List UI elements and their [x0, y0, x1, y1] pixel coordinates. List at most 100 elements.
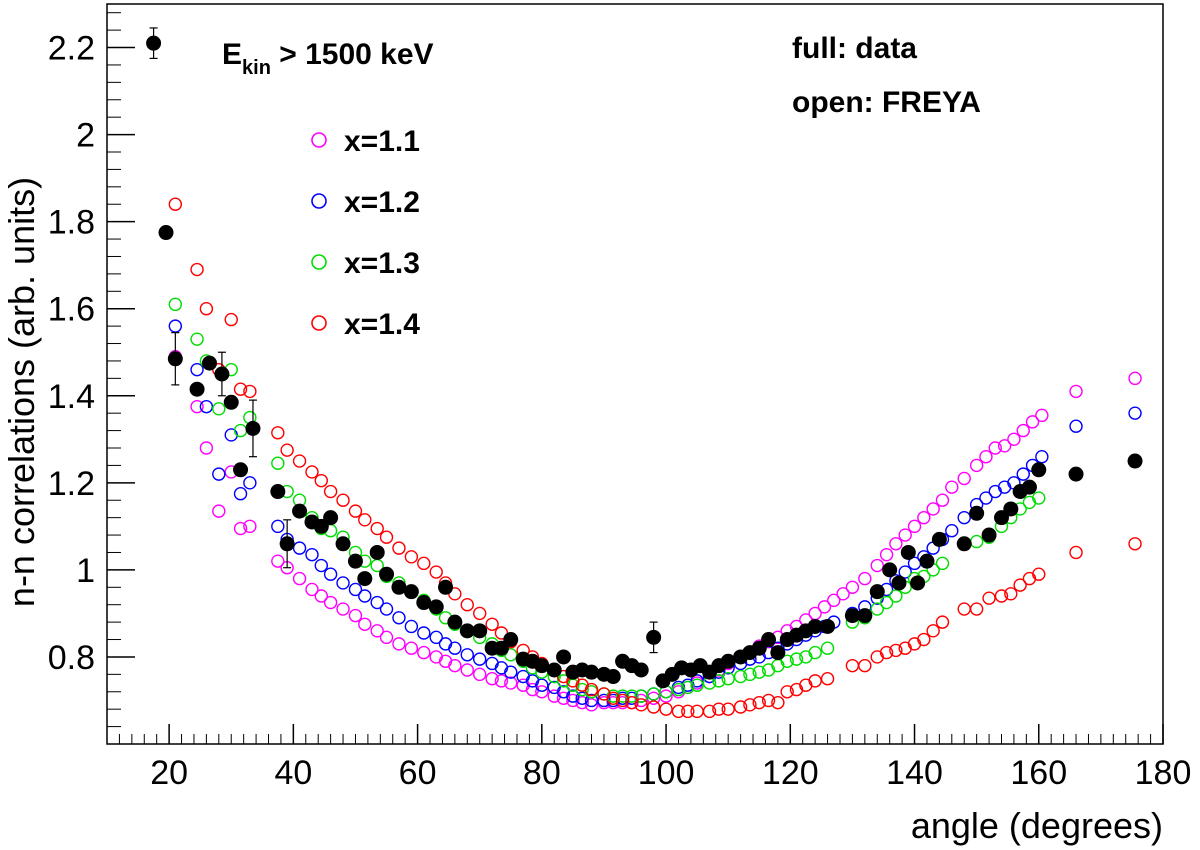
freya-point [799, 678, 813, 692]
freya-point [780, 685, 794, 699]
freya-point [808, 645, 822, 660]
freya-point [845, 580, 860, 594]
freya-point [473, 652, 487, 666]
data-point [844, 608, 860, 624]
y-tick-label: 1 [76, 552, 95, 590]
freya-point [460, 663, 474, 677]
freya-point [1016, 423, 1030, 438]
freya-point [460, 598, 474, 612]
freya-point [743, 698, 757, 712]
data-point [335, 536, 351, 552]
freya-point [870, 650, 884, 664]
freya-point [935, 493, 950, 507]
data-point [447, 614, 463, 630]
freya-point [721, 672, 735, 686]
freya-point [494, 674, 509, 688]
freya-point [473, 606, 487, 621]
freya-point [429, 630, 443, 645]
freya-point [358, 589, 372, 603]
data-point [270, 484, 286, 500]
freya-point [190, 362, 204, 377]
x-tick-label: 120 [762, 754, 819, 792]
freya-point [982, 591, 996, 605]
freya-point [404, 619, 419, 634]
x-axis-title: angle (degrees) [911, 805, 1163, 846]
freya-point [969, 534, 984, 549]
freya-point [702, 704, 717, 719]
freya-point [323, 567, 338, 581]
data-point [633, 662, 649, 678]
freya-point [994, 589, 1009, 603]
freya-point [379, 530, 394, 544]
data-point [720, 653, 736, 669]
freya-point [348, 608, 363, 623]
freya-point [659, 689, 673, 703]
freya-point [789, 652, 804, 666]
freya-point [945, 480, 959, 494]
freya-point [336, 493, 350, 507]
freya-point [690, 674, 704, 688]
freya-point [935, 615, 950, 629]
freya-point [988, 441, 1002, 455]
freya-point [575, 682, 589, 697]
freya-point [358, 617, 372, 631]
freya-point [690, 678, 704, 692]
freya-point [504, 665, 518, 679]
freya-point [485, 656, 499, 671]
freya-point [370, 521, 384, 536]
freya-point [224, 312, 238, 327]
data-point [919, 553, 935, 569]
data-point [900, 544, 916, 560]
energy-cut-symbol: E [222, 38, 242, 71]
freya-point [1022, 571, 1037, 586]
series-data [146, 35, 1143, 689]
freya-point [997, 439, 1012, 453]
freya-point [646, 691, 661, 705]
data-point [869, 584, 885, 600]
freya-point [907, 637, 922, 651]
freya-point [370, 595, 384, 610]
freya-point [392, 541, 406, 555]
data-point [969, 505, 985, 521]
freya-point [336, 576, 350, 590]
freya-point [314, 589, 329, 603]
x-tick-label: 100 [638, 754, 695, 792]
freya-point [917, 510, 931, 525]
freya-point [243, 519, 257, 534]
freya-point [879, 547, 894, 562]
freya-point [1032, 491, 1046, 505]
data-point [391, 579, 407, 595]
plot-frame-rect [106, 3, 1164, 745]
freya-point [690, 704, 704, 719]
data-point [605, 669, 621, 685]
freya-point [566, 689, 580, 703]
y-tick-label: 0.8 [48, 639, 95, 677]
freya-point [712, 674, 726, 688]
y-tick-label: 1.6 [48, 291, 95, 329]
freya-point [429, 565, 443, 579]
freya-point [199, 399, 214, 414]
freya-point [1069, 545, 1083, 560]
error-bars [149, 27, 658, 654]
freya-point [845, 658, 860, 673]
freya-point [212, 504, 226, 518]
data-point [1003, 501, 1019, 517]
freya-point [417, 626, 431, 640]
x-tick-label: 40 [274, 754, 312, 792]
freya-point [348, 504, 363, 518]
legend-label: x=1.4 [344, 308, 420, 341]
freya-point [771, 658, 785, 673]
freya-point [584, 698, 599, 712]
freya-point [323, 484, 338, 499]
freya-point [504, 676, 518, 690]
freya-point [438, 654, 453, 668]
freya-point [907, 519, 922, 534]
freya-point [404, 550, 419, 564]
freya-point [646, 700, 661, 714]
freya-point [271, 426, 285, 440]
freya-point [969, 458, 984, 473]
data-point [472, 623, 488, 639]
freya-point [233, 521, 248, 536]
freya-point [199, 441, 214, 455]
freya-point [1128, 537, 1142, 551]
